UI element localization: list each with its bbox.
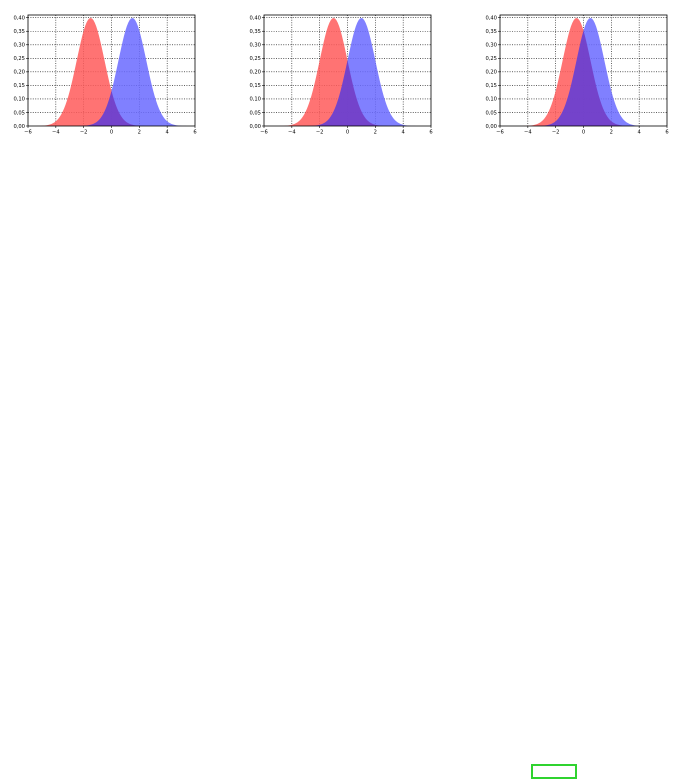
y-tick-label: 0,30 — [249, 43, 261, 49]
y-tick-label: 0,40 — [485, 16, 497, 22]
y-tick-label: 0,25 — [13, 56, 25, 62]
x-tick-label: 4 — [402, 130, 406, 136]
y-tick-label: 0,30 — [485, 43, 497, 49]
x-tick-label: 0 — [346, 130, 349, 136]
y-tick-label: 0,20 — [485, 70, 497, 76]
x-tick-label: −6 — [496, 130, 504, 136]
chart-panel-2: −6 −4 −2 0 2 4 6 0,00 0,05 0,10 0,15 0,20 0,25 0,30 0,… — [236, 0, 436, 150]
y-tick-label: 0,15 — [485, 83, 497, 89]
y-tick-label: 0,05 — [485, 110, 497, 116]
chart-3-svg: −6 −4 −2 0 2 4 6 0,00 0,05 0,10 0,15 0,20 0,25 0,30 0,… — [485, 14, 669, 136]
y-tick-label: 0,10 — [13, 97, 25, 103]
y-tick-label: 0,20 — [249, 70, 261, 76]
series-red-area — [28, 17, 195, 127]
y-tick-label: 0,35 — [13, 29, 25, 35]
overlap-area — [264, 60, 431, 126]
chart-2-svg: −6 −4 −2 0 2 4 6 0,00 0,05 0,10 0,15 0,20 0,25 0,30 0,… — [249, 14, 433, 136]
chart-panel-3: −6 −4 −2 0 2 4 6 0,00 0,05 0,10 0,15 0,20 0,25 0,30 0,… — [472, 0, 672, 150]
series-blue-area — [28, 17, 195, 127]
y-tick-label: 0,05 — [249, 110, 261, 116]
x-tick-label: −2 — [552, 130, 560, 136]
x-tick-label: 2 — [374, 130, 377, 136]
chart-panel-1: −6 −4 −2 0 2 4 6 0,00 0,05 0,10 0,15 0,20 0,25 0,30 0,… — [0, 0, 200, 150]
y-tick-label: 0,05 — [13, 110, 25, 116]
x-tick-label: −4 — [52, 130, 60, 136]
x-tick-label: 2 — [610, 130, 613, 136]
y-tick-label: 0,10 — [249, 97, 261, 103]
x-tick-label: −6 — [260, 130, 268, 136]
overlap-area — [500, 30, 667, 126]
x-tick-label: −6 — [24, 130, 32, 136]
y-tick-label: 0,35 — [485, 29, 497, 35]
x-tick-label: −4 — [288, 130, 296, 136]
x-tick-label: −2 — [80, 130, 88, 136]
x-tick-label: 6 — [429, 130, 432, 136]
y-tick-label: 0,20 — [13, 70, 25, 76]
x-tick-label: 4 — [166, 130, 170, 136]
y-tick-label: 0,40 — [13, 16, 25, 22]
y-tick-label: 0,30 — [13, 43, 25, 49]
x-tick-label: 0 — [110, 130, 113, 136]
x-tick-label: 6 — [193, 130, 196, 136]
x-tick-label: 4 — [638, 130, 642, 136]
y-tick-label: 0,40 — [249, 16, 261, 22]
y-tick-label: 0,15 — [249, 83, 261, 89]
x-tick-label: −4 — [524, 130, 532, 136]
y-tick-label: 0,00 — [13, 124, 25, 130]
x-tick-label: 6 — [665, 130, 668, 136]
y-tick-label: 0,00 — [249, 124, 261, 130]
y-tick-label: 0,15 — [13, 83, 25, 89]
selection-highlight-box[interactable] — [531, 764, 577, 779]
y-tick-label: 0,25 — [249, 56, 261, 62]
x-tick-label: −2 — [316, 130, 324, 136]
y-tick-label: 0,00 — [485, 124, 497, 130]
x-tick-label: 2 — [138, 130, 141, 136]
overlap-area — [28, 90, 195, 126]
y-tick-label: 0,35 — [249, 29, 261, 35]
y-tick-label: 0,10 — [485, 97, 497, 103]
y-tick-label: 0,25 — [485, 56, 497, 62]
chart-1-svg: −6 −4 −2 0 2 4 6 0,00 0,05 0,10 0,15 0,20 0,25 0,30 0,… — [13, 14, 197, 136]
x-tick-label: 0 — [582, 130, 585, 136]
